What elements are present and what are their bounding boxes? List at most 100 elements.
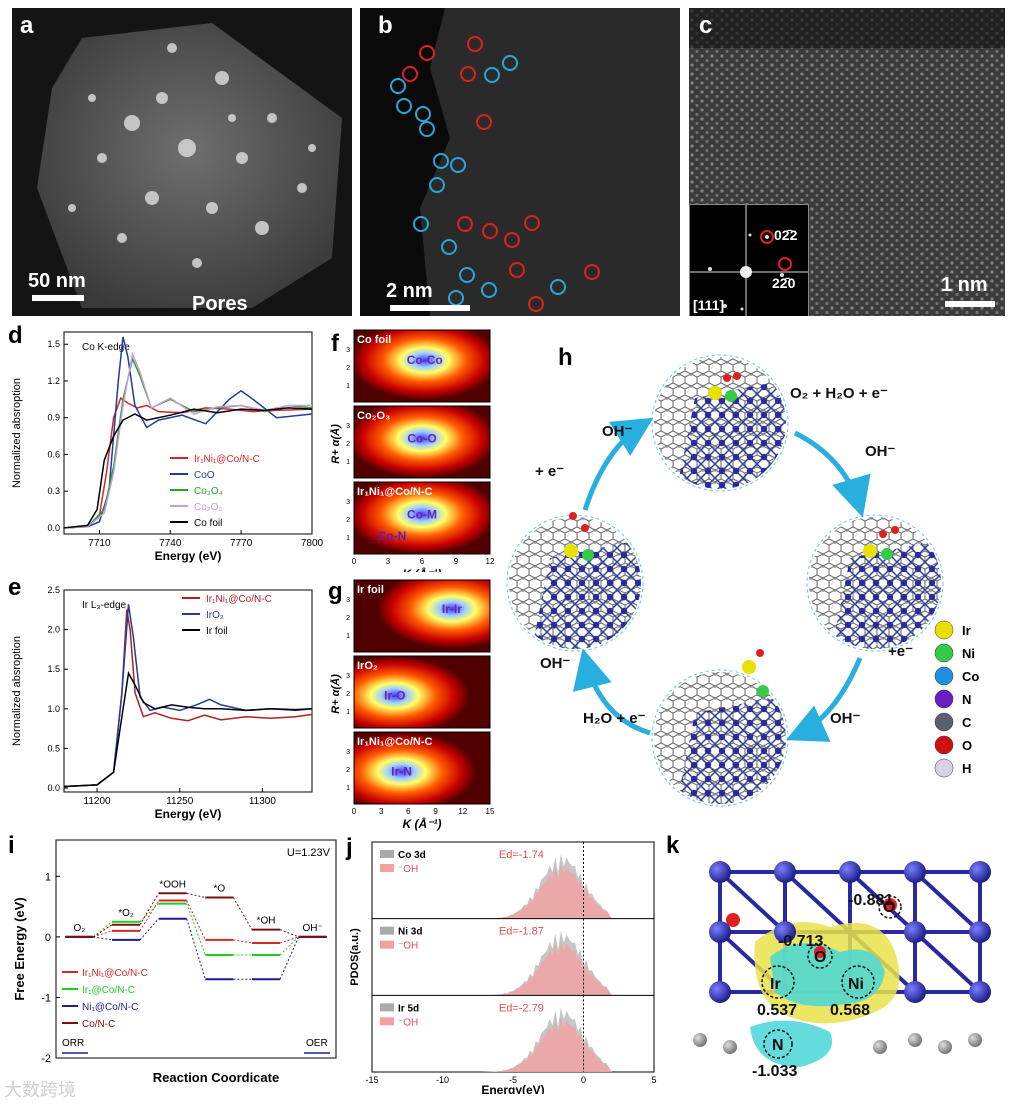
species-label: *OOH (159, 879, 186, 890)
orr-cycle-diagram: O₂ + H₂O + e⁻ OH⁻ +e⁻ OH⁻ H₂O + e⁻ OH⁻ +… (506, 354, 944, 807)
wt-peak-label: Ir-Ir (442, 602, 462, 616)
energy-connector (186, 892, 206, 899)
y-tick-label: 2.5 (47, 585, 60, 595)
legend-label: Co₃O₄ (194, 486, 223, 497)
plot-frame (371, 841, 655, 1073)
x-axis-label: Energy(eV) (481, 1083, 544, 1094)
plot-frame (63, 589, 313, 793)
series-line (63, 604, 313, 788)
legend-label: Ni₁@Co/N-C (82, 1002, 138, 1013)
atom-label: N (772, 1037, 784, 1054)
panel-label-d: d (8, 322, 23, 349)
x-axis-label: K (Å⁻¹) (403, 817, 442, 831)
pdos-chart: Co 3d ⁻OH Ed=-1.74 Ni 3d ⁻OH Ed=-1.87 Ir 5d ⁻OH… (349, 841, 657, 1094)
pdos-oh-fill (456, 863, 612, 919)
panel-label-h: h (558, 344, 573, 371)
d-band-center: Ed=-1.74 (499, 849, 544, 861)
species-label: *OH (257, 916, 276, 927)
legend-swatch (380, 1003, 394, 1012)
series-line (63, 609, 313, 788)
energy-connector (186, 903, 206, 956)
tem-image-a: a 50 nm Pores (12, 8, 352, 316)
atom-label: O (814, 949, 826, 966)
intermediate-structure (651, 354, 789, 492)
series-line (63, 396, 313, 529)
y-tick-label: 0.5 (47, 743, 60, 753)
x-tick-label: 12 (458, 807, 467, 816)
step-label: OH⁻ (830, 710, 861, 727)
scale-bar-label: 1 nm (941, 274, 988, 296)
legend-label: Ir₁@Co/N-C (82, 985, 135, 996)
y-tick-label: 1.5 (47, 339, 60, 349)
energy-connector (93, 924, 113, 938)
wt-title: Co₂O₃ (357, 410, 390, 422)
atom-legend-label: Co (962, 669, 979, 684)
atom-swatch (934, 735, 954, 755)
energy-connector (279, 936, 300, 980)
series-line (63, 670, 313, 788)
x-tick-label: 9 (454, 557, 459, 566)
y-axis-label: R+ α(Å) (330, 674, 342, 714)
orbital-label: Co 3d (398, 850, 426, 861)
atom-swatch (934, 689, 954, 709)
legend-swatch (380, 940, 394, 949)
y-tick-label: 1 (346, 383, 350, 390)
y-axis-label: R+ α(Å) (330, 424, 342, 464)
legend-label: IrO₂ (206, 610, 224, 621)
wt-contour-map (354, 656, 490, 728)
y-tick-label: 2.0 (47, 625, 60, 635)
charge-value: -0.713 (778, 933, 823, 950)
energy-connector (93, 921, 113, 938)
atom-swatch (934, 758, 954, 778)
y-axis-label: PDOS(a.u.) (349, 928, 361, 986)
y-tick-label: 3 (346, 423, 350, 430)
legend-label: Co/N-C (82, 1019, 115, 1030)
adsorbate-label: ⁻OH (398, 941, 418, 952)
y-tick-label: 2 (346, 615, 350, 622)
charge-value: 0.568 (830, 1002, 870, 1019)
wt-peak-label: Ir-O (384, 689, 405, 703)
y-tick-label: 1 (346, 709, 350, 716)
legend-swatch (380, 926, 394, 935)
wt-contour-map (354, 330, 490, 402)
x-tick-label: 12 (486, 557, 495, 566)
scale-bar-line (390, 305, 470, 311)
y-axis-label: Normalized absroption (11, 636, 23, 746)
energy-connector (186, 900, 206, 941)
wt-title: Ir₁Ni₁@Co/N-C (357, 736, 432, 748)
y-tick-label: 2 (346, 365, 350, 372)
step-label: + e⁻ (535, 463, 564, 480)
x-axis-label: Reaction Coordicate (153, 1070, 279, 1085)
ir-wavelet-maps: Ir foilIr-Ir123IrO₂Ir-O123Ir₁Ni₁@Co/N-CI… (330, 579, 495, 831)
scale-bar-label: 50 nm (28, 270, 86, 292)
legend-swatch (380, 1017, 394, 1026)
legend-label: Co₂O₃ (194, 502, 223, 513)
pdos-oh-fill (456, 1017, 612, 1072)
energy-connector (232, 897, 253, 930)
y-tick-label: 3 (346, 749, 350, 756)
y-tick-label: 1 (45, 871, 51, 883)
wt-peak-label: Ir-N (391, 765, 412, 779)
atom-swatch (934, 620, 954, 640)
atom-legend-label: O (962, 738, 972, 753)
x-tick-label: 7710 (88, 538, 111, 549)
x-tick-label: 11250 (166, 796, 194, 807)
intermediate-structure (806, 514, 944, 652)
haadf-image-c: 02̄2 22̄0 [111] c 1 nm (689, 8, 1005, 316)
x-axis-label: Energy (eV) (155, 807, 222, 821)
fft-spot-label: 02̄2 (774, 227, 798, 243)
d-band-center: Ed=-1.87 (499, 926, 544, 938)
energy-connector (139, 918, 160, 941)
x-tick-label: 3 (386, 557, 391, 566)
wt-peak-label: Co-M (407, 507, 437, 521)
wt-frame (353, 405, 491, 479)
energy-connector (139, 893, 160, 926)
x-tick-label: -5 (509, 1075, 517, 1085)
y-tick-label: 0.6 (47, 449, 60, 459)
step-label: O₂ + H₂O + e⁻ (790, 385, 888, 402)
wt-contour-map (354, 406, 490, 478)
legend-label: CoO (194, 470, 215, 481)
edge-label: Co K-edge (82, 342, 130, 353)
y-axis-label: Normalized absroption (11, 378, 23, 488)
wt-contour-map (354, 580, 490, 652)
